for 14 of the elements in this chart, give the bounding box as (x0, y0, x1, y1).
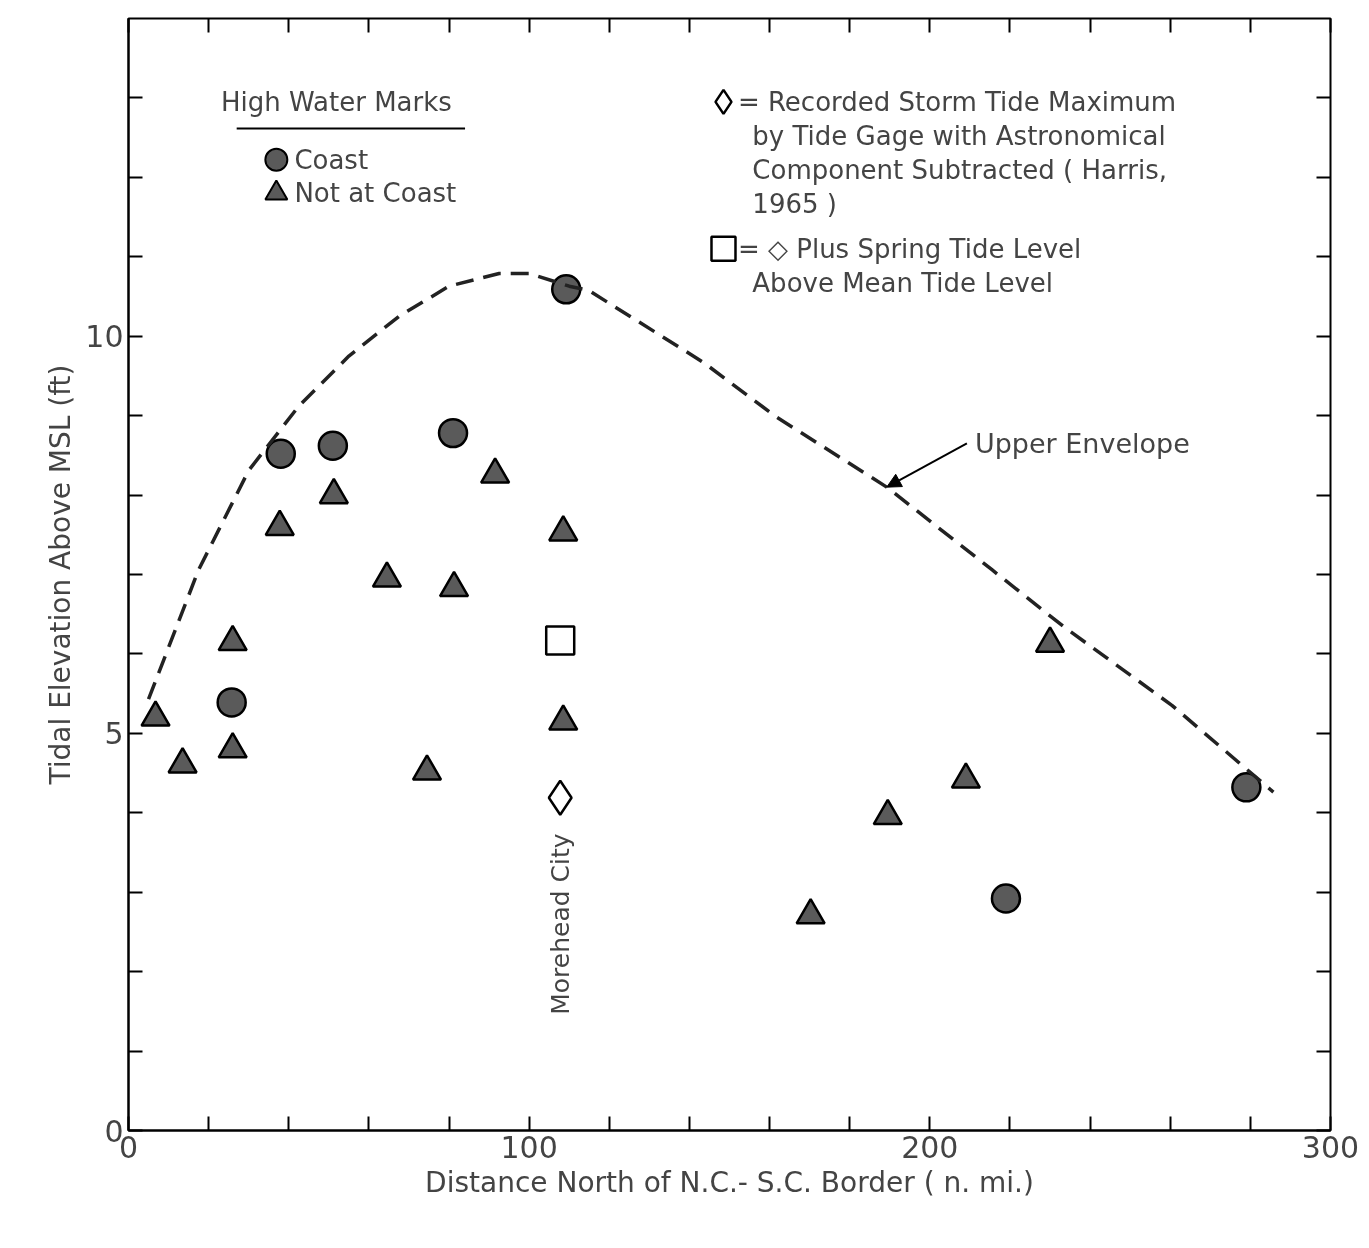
y-tick-label: 10 (85, 319, 124, 355)
legend-label: = Recorded Storm Tide Maximum by Tide Gage with Astronomical Component Subtracted ( Harris, 1965 ) (737, 86, 1177, 219)
legend-label: = ◇ Plus Spring Tide Level Above Mean Tide Level (737, 233, 1082, 298)
y-axis-title: Tidal Elevation Above MSL (ft) (44, 364, 78, 786)
annotation: Morehead City (545, 833, 575, 1015)
legend-label: Coast (294, 144, 369, 175)
x-tick-label: 200 (901, 1129, 959, 1165)
x-axis-title: Distance North of N.C.- S.C. Border ( n. mi.) (425, 1165, 1034, 1199)
x-tick-label: 100 (500, 1129, 558, 1165)
x-tick-label: 300 (1301, 1129, 1360, 1165)
y-tick-label: 5 (104, 716, 124, 752)
legend-label: Not at Coast (294, 178, 457, 209)
annotation: Upper Envelope (974, 427, 1190, 459)
legend-title: High Water Marks (221, 86, 452, 117)
